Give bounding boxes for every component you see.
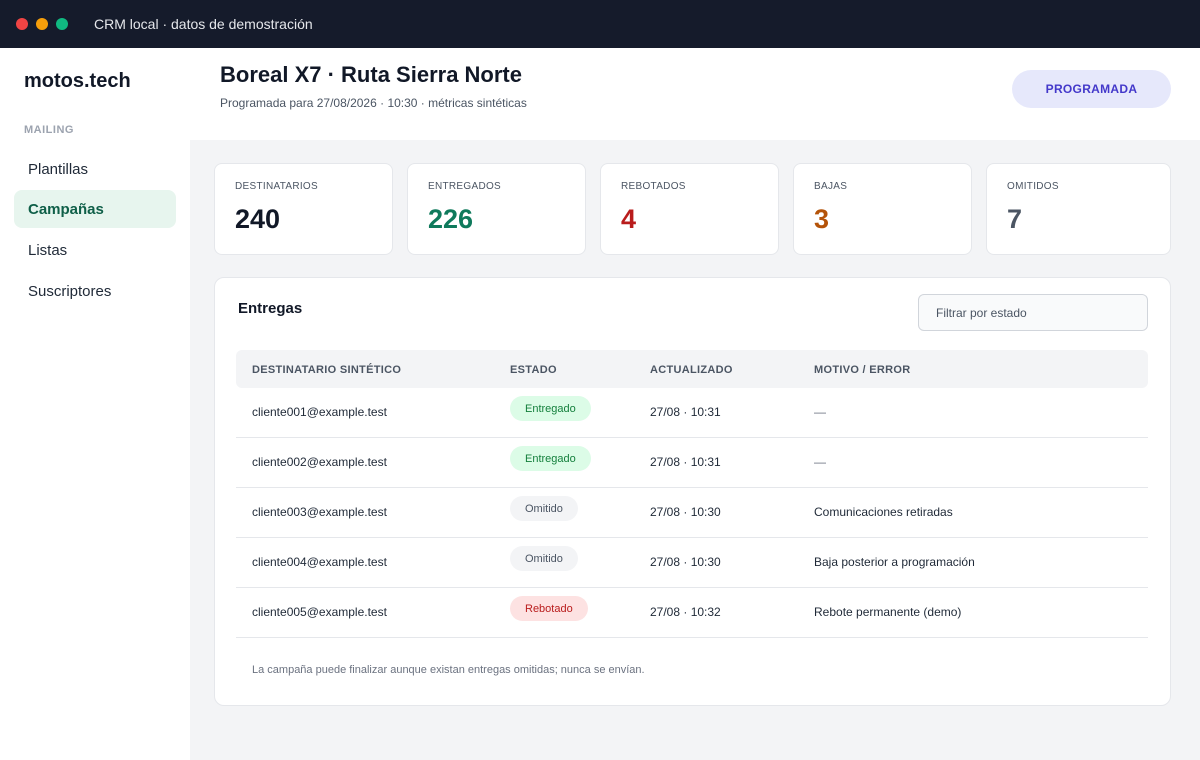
- stat-label: REBOTADOS: [621, 181, 686, 192]
- updated-time: 27/08 · 10:30: [650, 555, 721, 569]
- delivery-status-badge: Entregado: [510, 446, 591, 471]
- stat-card-unsubscribes: BAJAS 3: [793, 163, 972, 255]
- sidebar-section-label: MAILING: [24, 124, 74, 136]
- column-header-status[interactable]: ESTADO: [510, 364, 557, 376]
- delivery-status-badge: Omitido: [510, 546, 578, 571]
- status-badge: PROGRAMADA: [1012, 70, 1171, 108]
- sidebar-item-label: Campañas: [28, 200, 104, 218]
- stat-value: 3: [814, 204, 830, 234]
- recipient-email: cliente003@example.test: [252, 505, 387, 519]
- stat-card-skipped: OMITIDOS 7: [986, 163, 1171, 255]
- page-subtitle: Programada para 27/08/2026 · 10:30 · mét…: [220, 96, 527, 110]
- stat-card-recipients: DESTINATARIOS 240: [214, 163, 393, 255]
- updated-time: 27/08 · 10:30: [650, 505, 721, 519]
- maximize-window-button[interactable]: [56, 18, 68, 30]
- minimize-window-button[interactable]: [36, 18, 48, 30]
- reason-text: Rebote permanente (demo): [814, 605, 962, 619]
- window-titlebar: CRM local · datos de demostración: [0, 0, 1200, 48]
- sidebar-item-plantillas[interactable]: Plantillas: [14, 150, 176, 188]
- updated-time: 27/08 · 10:32: [650, 605, 721, 619]
- reason-text: Comunicaciones retiradas: [814, 505, 953, 519]
- sidebar-item-label: Plantillas: [28, 160, 89, 178]
- deliveries-panel: Entregas DESTINATARIO SINTÉTICO ESTADO A…: [214, 277, 1171, 706]
- status-filter-input[interactable]: [918, 294, 1148, 331]
- stat-value: 4: [621, 204, 637, 234]
- delivery-status-badge: Rebotado: [510, 596, 588, 621]
- table-row[interactable]: cliente003@example.test Omitido 27/08 · …: [236, 488, 1148, 538]
- stat-value: 240: [235, 204, 281, 234]
- stat-value: 7: [1007, 204, 1023, 234]
- table-row[interactable]: cliente002@example.test Entregado 27/08 …: [236, 438, 1148, 488]
- window-title: CRM local · datos de demostración: [94, 16, 313, 32]
- sidebar-item-campanas[interactable]: Campañas: [14, 190, 176, 228]
- reason-text: Baja posterior a programación: [814, 555, 975, 569]
- page-title: Boreal X7 · Ruta Sierra Norte: [220, 62, 522, 87]
- stat-card-delivered: ENTREGADOS 226: [407, 163, 586, 255]
- sidebar-item-suscriptores[interactable]: Suscriptores: [14, 272, 176, 310]
- recipient-email: cliente002@example.test: [252, 455, 387, 469]
- stat-value: 226: [428, 204, 474, 234]
- table-row[interactable]: cliente005@example.test Rebotado 27/08 ·…: [236, 588, 1148, 638]
- brand-logo: motos.tech: [24, 70, 131, 92]
- sidebar: motos.tech MAILING Plantillas Campañas L…: [0, 48, 190, 760]
- sidebar-item-label: Suscriptores: [28, 282, 112, 300]
- table-row[interactable]: cliente001@example.test Entregado 27/08 …: [236, 388, 1148, 438]
- campaign-header: Boreal X7 · Ruta Sierra Norte Programada…: [190, 48, 1200, 140]
- delivery-status-badge: Omitido: [510, 496, 578, 521]
- reason-text: —: [814, 405, 826, 419]
- close-window-button[interactable]: [16, 18, 28, 30]
- reason-text: —: [814, 455, 826, 469]
- column-header-updated[interactable]: ACTUALIZADO: [650, 364, 733, 376]
- sidebar-item-label: Listas: [28, 241, 68, 259]
- stat-label: DESTINATARIOS: [235, 181, 318, 192]
- recipient-email: cliente005@example.test: [252, 605, 387, 619]
- footnote: La campaña puede finalizar aunque exista…: [252, 664, 645, 676]
- column-header-reason[interactable]: MOTIVO / ERROR: [814, 364, 911, 376]
- recipient-email: cliente001@example.test: [252, 405, 387, 419]
- stat-label: ENTREGADOS: [428, 181, 502, 192]
- updated-time: 27/08 · 10:31: [650, 405, 721, 419]
- column-header-recipient[interactable]: DESTINATARIO SINTÉTICO: [252, 364, 402, 376]
- table-row[interactable]: cliente004@example.test Omitido 27/08 · …: [236, 538, 1148, 588]
- stat-card-bounced: REBOTADOS 4: [600, 163, 779, 255]
- stat-label: OMITIDOS: [1007, 181, 1059, 192]
- updated-time: 27/08 · 10:31: [650, 455, 721, 469]
- recipient-email: cliente004@example.test: [252, 555, 387, 569]
- delivery-status-badge: Entregado: [510, 396, 591, 421]
- deliveries-title: Entregas: [238, 300, 303, 317]
- table-header: DESTINATARIO SINTÉTICO ESTADO ACTUALIZAD…: [236, 350, 1148, 388]
- sidebar-item-listas[interactable]: Listas: [14, 231, 176, 269]
- stat-label: BAJAS: [814, 181, 848, 192]
